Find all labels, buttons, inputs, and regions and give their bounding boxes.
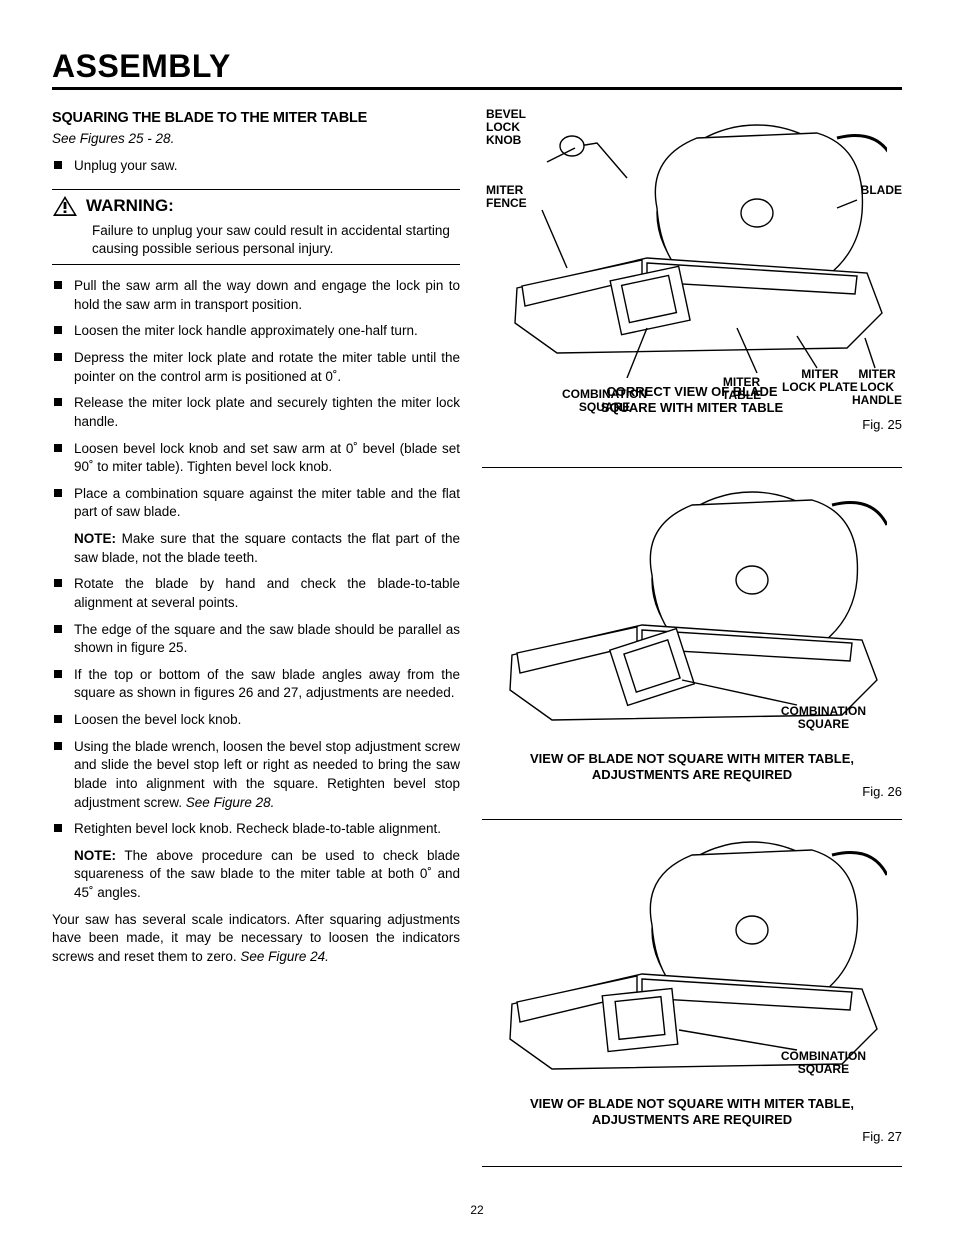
warning-body: Failure to unplug your saw could result … <box>52 222 460 265</box>
callout-miter-lock-plate: MITERLOCK PLATE <box>782 368 858 394</box>
figure-26: COMBINATIONSQUARE <box>482 480 902 820</box>
list-item: Retighten bevel lock knob. Recheck blade… <box>52 820 460 839</box>
pre-warning-list: Unplug your saw. <box>52 157 460 176</box>
figure-caption: VIEW OF BLADE NOT SQUARE WITH MITER TABL… <box>482 1096 902 1127</box>
note-b: NOTE: The above procedure can be used to… <box>52 847 460 903</box>
list-item: The edge of the square and the saw blade… <box>52 621 460 658</box>
list-item: Unplug your saw. <box>52 157 460 176</box>
instruction-list-a: Pull the saw arm all the way down and en… <box>52 277 460 522</box>
figure-caption: VIEW OF BLADE NOT SQUARE WITH MITER TABL… <box>482 751 902 782</box>
instruction-list-b: Rotate the blade by hand and check the b… <box>52 575 460 839</box>
list-item: Place a combination square against the m… <box>52 485 460 522</box>
callout-bevel-lock-knob: BEVELLOCKKNOB <box>486 108 526 148</box>
right-column: BEVELLOCKKNOB MITERFENCE BLADE COMBINATI… <box>482 108 902 1179</box>
section-heading: SQUARING THE BLADE TO THE MITER TABLE <box>52 108 460 128</box>
callout-miter-lock-handle: MITERLOCKHANDLE <box>852 368 902 408</box>
list-item: Pull the saw arm all the way down and en… <box>52 277 460 314</box>
callout-blade: BLADE <box>861 184 902 197</box>
note-text: The above procedure can be used to check… <box>74 848 460 900</box>
list-item: Loosen bevel lock knob and set saw arm a… <box>52 440 460 477</box>
callout-combination-square: COMBINATIONSQUARE <box>781 705 866 731</box>
page-number: 22 <box>0 1203 954 1217</box>
callout-combination-square: COMBINATIONSQUARE <box>562 388 647 414</box>
callout-miter-fence: MITERFENCE <box>486 184 527 210</box>
note-label: NOTE: <box>74 848 116 863</box>
see-figure-inline: See Figure 24. <box>240 949 329 964</box>
callout-miter-table: MITERTABLE <box>722 376 761 402</box>
see-figures-ref: See Figures 25 - 28. <box>52 130 460 149</box>
list-item: Loosen the miter lock handle approximate… <box>52 322 460 341</box>
note-text: Make sure that the square contacts the f… <box>74 531 460 565</box>
warning-label: WARNING: <box>86 194 174 217</box>
note-a: NOTE: Make sure that the square contacts… <box>52 530 460 567</box>
list-item: Depress the miter lock plate and rotate … <box>52 349 460 386</box>
warning-header: WARNING: <box>52 189 460 217</box>
warning-block: WARNING: Failure to unplug your saw coul… <box>52 189 460 265</box>
page-title: ASSEMBLY <box>52 48 902 90</box>
note-label: NOTE: <box>74 531 116 546</box>
content-columns: SQUARING THE BLADE TO THE MITER TABLE Se… <box>52 108 902 1179</box>
figure-number: Fig. 26 <box>482 784 902 799</box>
warning-triangle-icon <box>52 195 78 217</box>
list-item: Release the miter lock plate and securel… <box>52 394 460 431</box>
closing-paragraph: Your saw has several scale indicators. A… <box>52 911 460 967</box>
list-item: If the top or bottom of the saw blade an… <box>52 666 460 703</box>
list-item: Using the blade wrench, loosen the bevel… <box>52 738 460 813</box>
left-column: SQUARING THE BLADE TO THE MITER TABLE Se… <box>52 108 460 1179</box>
see-figure-inline: See Figure 28. <box>186 795 275 810</box>
figure-25: BEVELLOCKKNOB MITERFENCE BLADE COMBINATI… <box>482 108 902 468</box>
figure-number: Fig. 27 <box>482 1129 902 1144</box>
figure-number: Fig. 25 <box>482 417 902 432</box>
miter-saw-diagram-25 <box>497 118 887 378</box>
figure-27: COMBINATIONSQUARE <box>482 832 902 1167</box>
list-item: Loosen the bevel lock knob. <box>52 711 460 730</box>
callout-combination-square: COMBINATIONSQUARE <box>781 1050 866 1076</box>
list-item: Rotate the blade by hand and check the b… <box>52 575 460 612</box>
